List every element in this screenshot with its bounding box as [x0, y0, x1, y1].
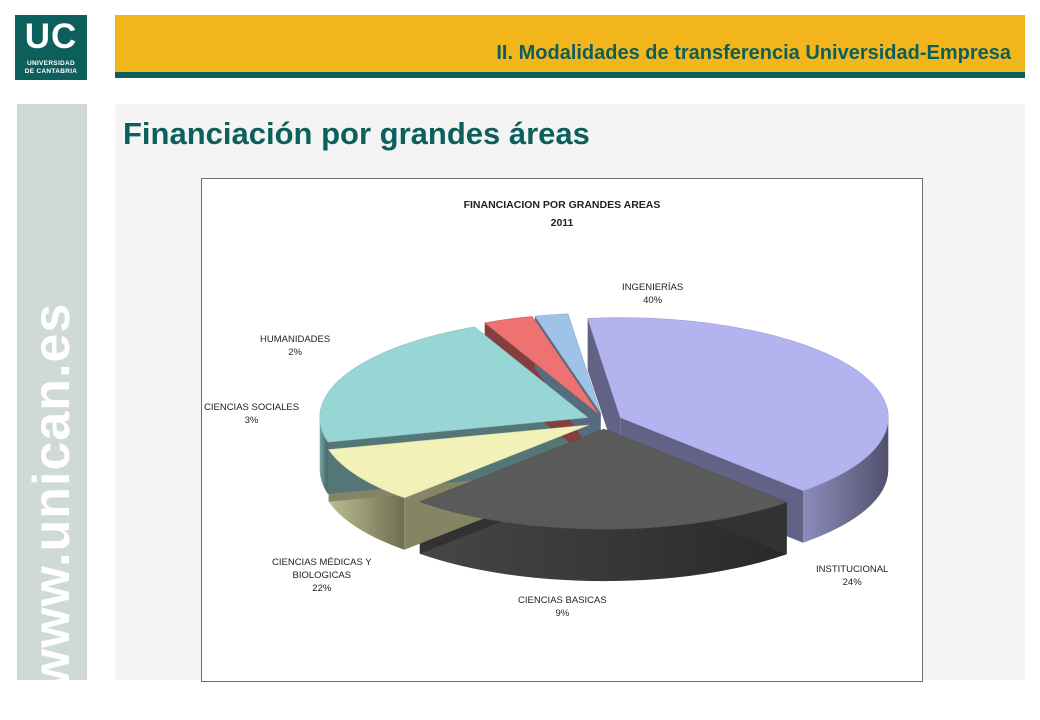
pie-label-text: BIOLOGICAS	[292, 570, 352, 581]
pie-label-value: 2%	[288, 347, 302, 358]
pie-slice-ingenierias	[587, 317, 889, 492]
logo-line-1: UNIVERSIDAD	[26, 60, 76, 67]
chart-frame: FINANCIACION POR GRANDES AREAS 2011 INGE…	[201, 178, 923, 682]
pie-label-value: 24%	[842, 577, 862, 588]
pie-label-text: INSTITUCIONAL	[816, 564, 889, 575]
university-logo: UC UNIVERSIDAD DE CANTABRIA	[15, 15, 87, 80]
logo-letters: UC	[24, 17, 78, 56]
pie-side-institucional	[419, 501, 787, 582]
pie-label-institucional: INSTITUCIONAL 24%	[816, 563, 888, 589]
pie-chart	[319, 313, 889, 582]
pie-side-ciencias-medicas-y-biologicas	[319, 417, 328, 495]
pie-label-humanidades: HUMANIDADES 2%	[260, 333, 330, 359]
pie-cut-face-ingenierias-0	[587, 318, 621, 470]
pie-slice-humanidades	[534, 313, 601, 414]
pie-label-text: CIENCIAS BASICAS	[518, 595, 607, 606]
pie-label-text: CIENCIAS MÉDICAS Y	[272, 557, 372, 568]
pie-label-text: INGENIERÍAS	[622, 282, 684, 293]
sidebar-url-text: www.unican.es	[23, 302, 81, 690]
pie-label-value: 40%	[643, 295, 663, 306]
pie-label-value: 9%	[555, 608, 570, 619]
pie-slice-ciencias-basicas	[328, 424, 589, 499]
pie-label-value: 22%	[312, 583, 332, 594]
pie-label-ciencias-basicas: CIENCIAS BASICAS 9%	[518, 594, 607, 620]
page-title: Financiación por grandes áreas	[123, 116, 590, 151]
header-title: II. Modalidades de transferencia Univers…	[496, 42, 1011, 64]
header-underline	[115, 72, 1025, 78]
pie-label-value: 3%	[244, 415, 259, 426]
slide-content: Financiación por grandes áreas FINANCIAC…	[115, 104, 1025, 682]
pie-slices	[319, 313, 889, 530]
pie-label-text: CIENCIAS SOCIALES	[204, 402, 300, 413]
pie-slice-institucional	[418, 428, 788, 530]
header-bar: II. Modalidades de transferencia Univers…	[115, 15, 1025, 72]
pie-slice-ciencias-sociales	[483, 316, 599, 414]
pie-slice-ciencias-medicas-y-biologicas	[319, 326, 589, 443]
pie-label-ingenierias: INGENIERÍAS 40%	[622, 281, 683, 307]
sidebar: www.unican.es	[17, 104, 87, 689]
chart-subtitle: 2011	[550, 217, 574, 229]
pie-label-text: HUMANIDADES	[260, 334, 331, 345]
pie-side-ingenierias	[803, 417, 889, 543]
pie-label-ciencias-medicas-y-biologicas: CIENCIAS MÉDICAS Y BIOLOGICAS 22%	[272, 556, 372, 595]
chart-title: FINANCIACION POR GRANDES AREAS	[463, 199, 661, 211]
logo-line-2: DE CANTABRIA	[24, 68, 78, 75]
pie-label-ciencias-sociales: CIENCIAS SOCIALES 3%	[204, 401, 299, 427]
